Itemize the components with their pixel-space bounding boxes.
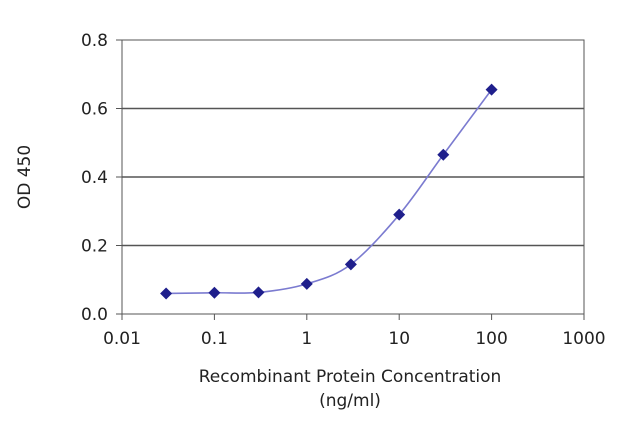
data-point-1 — [208, 286, 221, 299]
grid-lines — [122, 107, 584, 247]
series-markers — [160, 83, 498, 300]
y-tick-label: 0.8 — [81, 31, 108, 51]
data-point-3 — [300, 277, 313, 290]
y-tick-label: 0.6 — [81, 100, 108, 120]
x-tick-label: 100 — [475, 329, 507, 349]
x-tick-label: 1000 — [562, 329, 605, 349]
x-tick-label: 0.1 — [201, 329, 228, 349]
data-point-6 — [437, 148, 450, 161]
y-axis-title: OD 450 — [15, 145, 35, 209]
data-point-5 — [393, 208, 406, 221]
x-tick-label: 1 — [301, 329, 312, 349]
x-axis-title: Recombinant Protein Concentration — [199, 367, 502, 387]
data-point-7 — [485, 83, 498, 96]
y-tick-label: 0.0 — [81, 305, 108, 325]
y-tick-label: 0.4 — [81, 168, 108, 188]
x-tick-label: 0.01 — [103, 329, 141, 349]
y-axis-ticks: 0.0 0.2 0.4 0.6 0.8 — [81, 31, 122, 325]
x-axis-ticks: 0.01 0.1 1 10 100 1000 — [103, 314, 606, 349]
y-tick-label: 0.2 — [81, 237, 108, 257]
x-tick-label: 10 — [388, 329, 410, 349]
series-line — [166, 89, 493, 295]
data-point-0 — [160, 287, 173, 300]
data-point-4 — [344, 258, 357, 271]
x-axis-units: (ng/ml) — [319, 391, 381, 411]
data-point-2 — [252, 286, 265, 299]
